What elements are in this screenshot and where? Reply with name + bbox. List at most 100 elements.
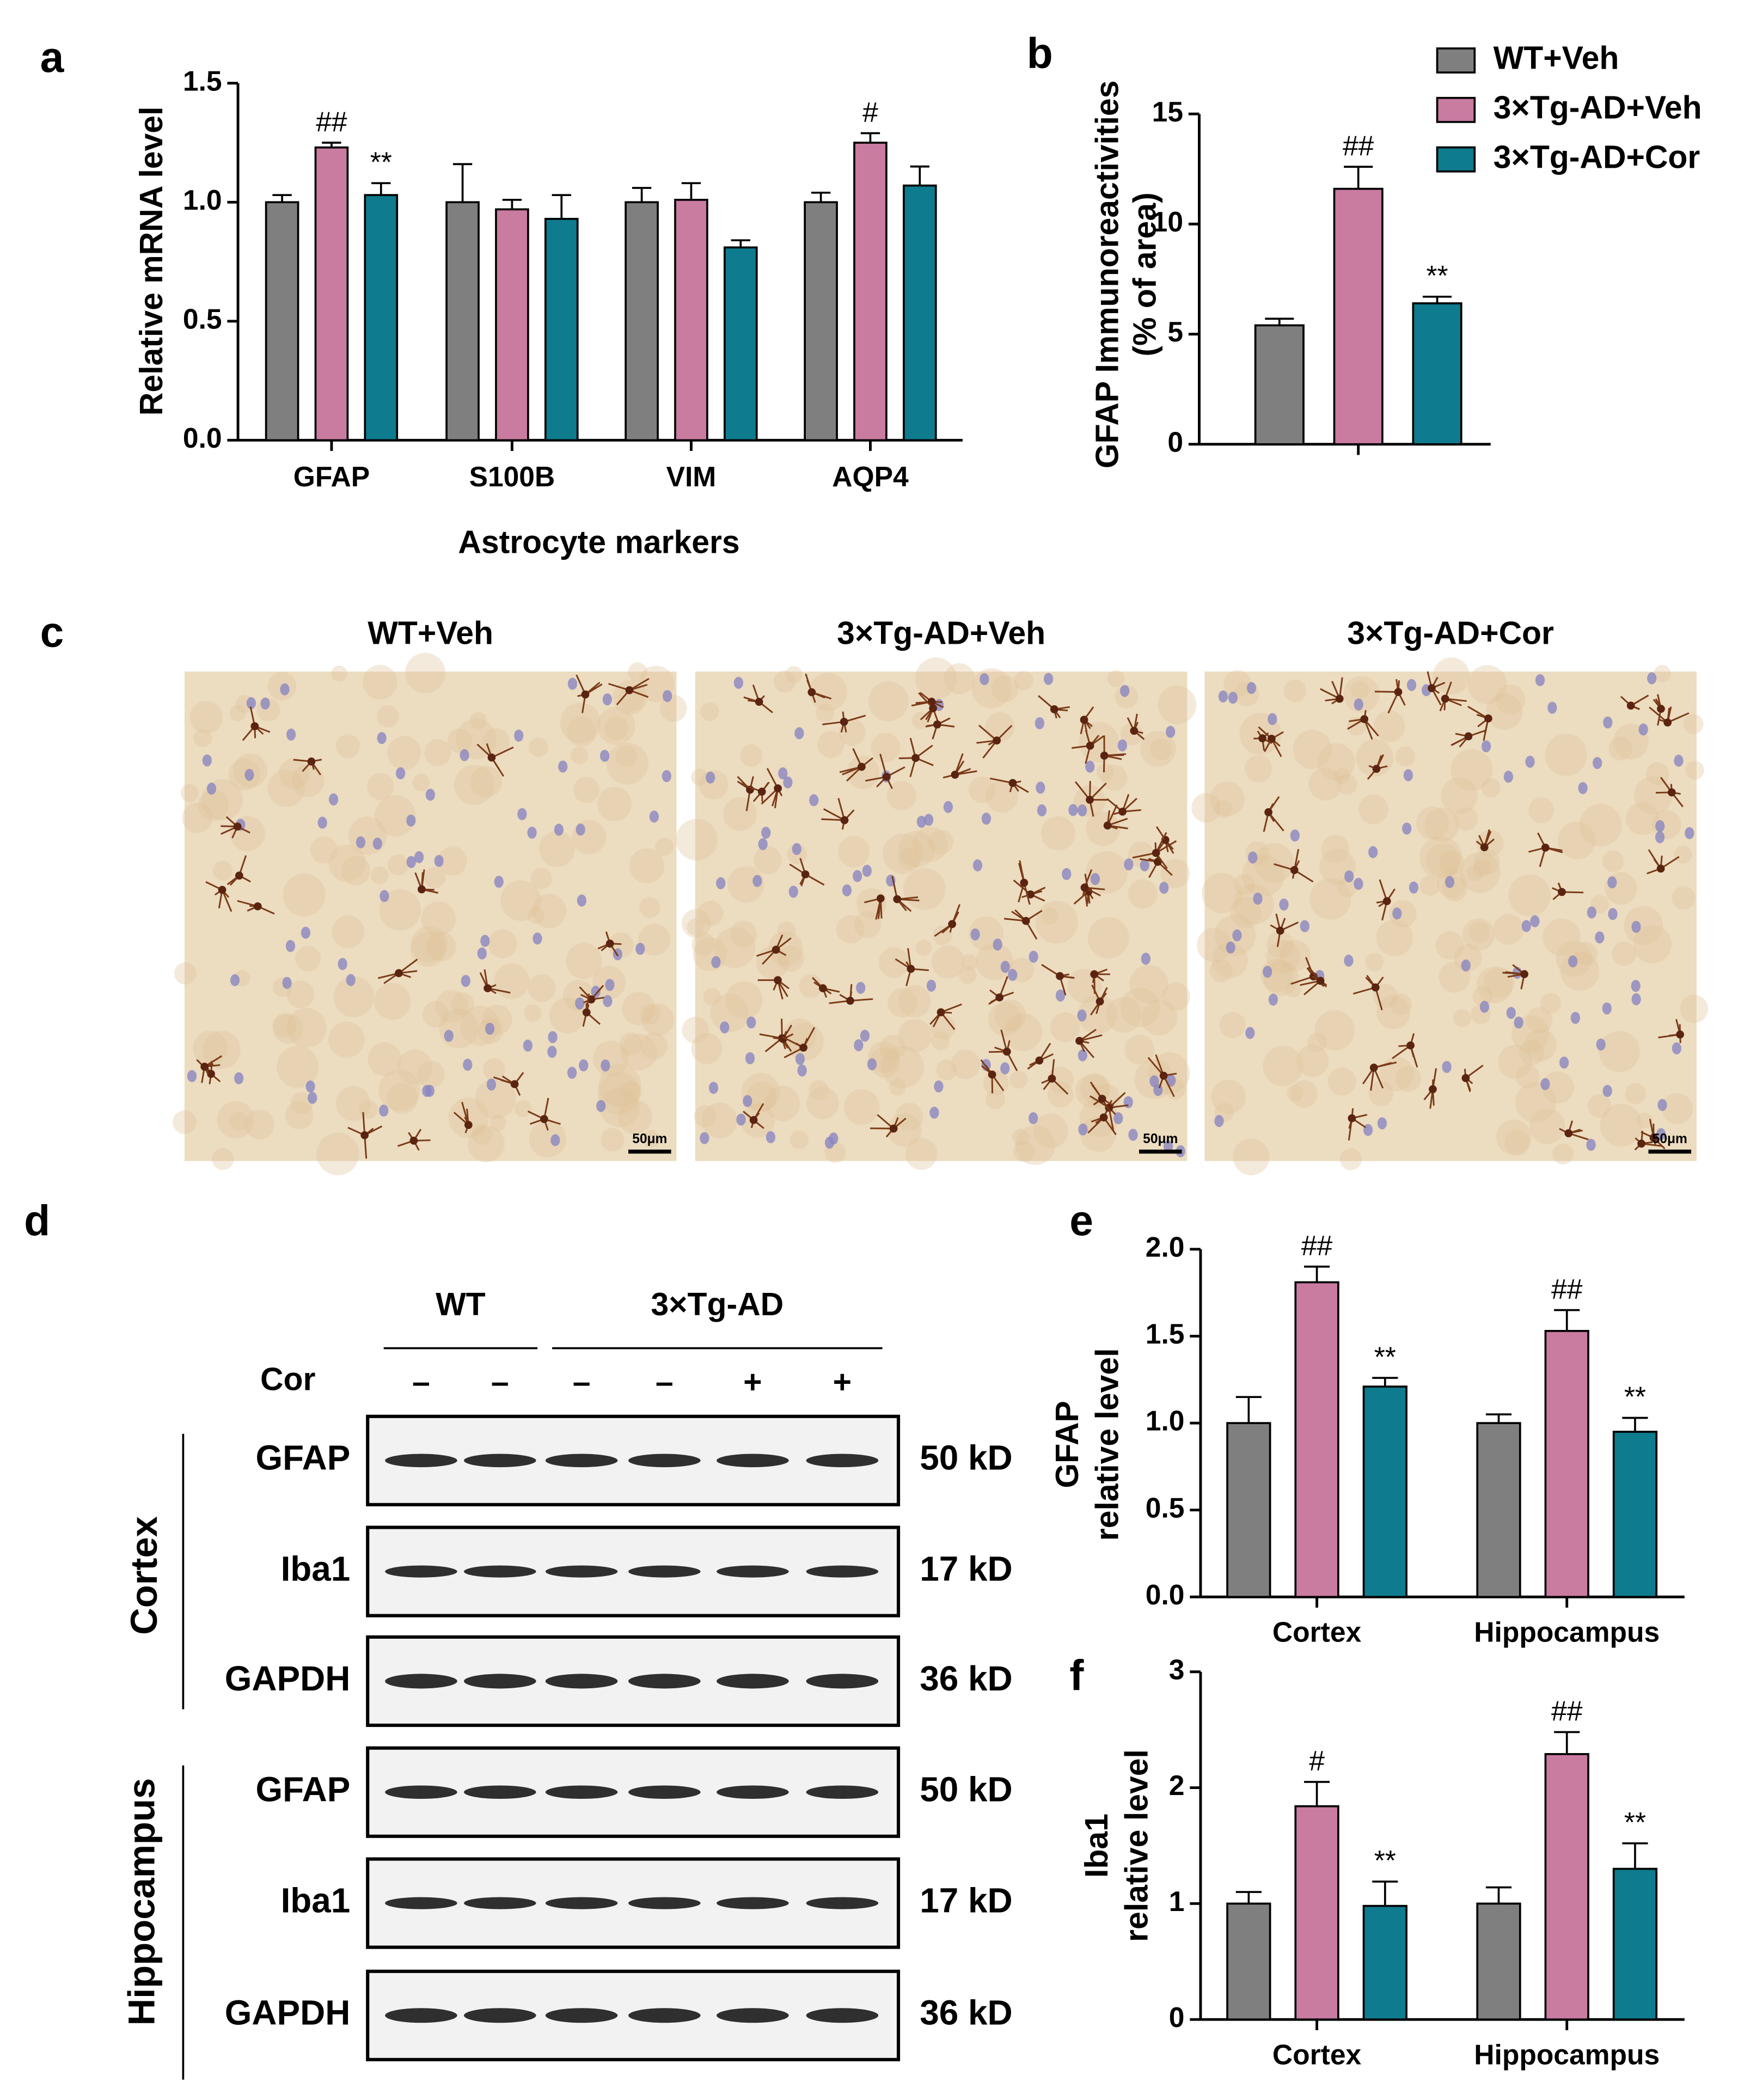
y-tick-label: 0 [1167,426,1183,457]
astrocyte [1026,890,1035,899]
nucleus [1085,760,1095,773]
blot-band [464,1565,536,1578]
nucleus [934,1080,944,1092]
tissue-fiber [1433,657,1470,695]
nucleus [1008,969,1018,981]
astrocyte [1086,741,1094,750]
astrocyte [1663,718,1672,727]
protein-label: Iba1 [281,1549,351,1588]
tissue-fiber [606,742,648,785]
bar [1226,1422,1271,1598]
tissue-fiber [887,781,916,811]
tissue-fiber [273,1013,303,1044]
nucleus [1363,1124,1373,1136]
blot-band [464,1785,536,1799]
tissue-fiber [682,1016,709,1043]
nucleus [1077,1009,1087,1022]
tissue-fiber [723,797,757,831]
nucleus [308,1091,317,1104]
nucleus [853,870,862,882]
astrocyte [395,969,403,978]
tissue-fiber [1085,851,1128,894]
scale-bar-label: 50μm [1143,1132,1178,1146]
astrocyte [757,787,766,796]
tissue-fiber [710,993,749,1033]
tissue-fiber [1552,1143,1574,1165]
y-tick-label: 0 [1169,2001,1185,2033]
bar [902,184,937,442]
astrocyte [1394,688,1403,697]
tissue-fiber [198,790,229,821]
tissue-fiber [1390,993,1412,1016]
tissue-fiber [1504,1130,1531,1156]
tissue-fiber [1379,1057,1414,1091]
tissue-fiber [1035,901,1078,944]
tissue-fiber [1389,900,1417,927]
nucleus [422,1085,432,1097]
tissue-fiber [1526,1007,1553,1034]
legend-label: 3×Tg-AD+Veh [1494,90,1702,125]
nucleus [328,793,339,805]
nucleus [1587,906,1596,919]
tissue-fiber [1309,878,1351,920]
nucleus [605,979,615,991]
astrocyte [1118,807,1127,816]
nucleus [1159,882,1169,894]
tissue-fiber [1078,995,1117,1035]
astrocyte [233,822,242,831]
bar [674,199,708,442]
mw-label: 36 kD [920,1659,1012,1698]
tissue-fiber [456,718,497,760]
astrocyte [876,894,885,903]
tissue-fiber [928,829,953,854]
x-tick-label: Hippocampus [1474,2039,1660,2071]
significance-label: ** [1624,1806,1646,1838]
astrocyte [933,720,941,729]
nucleus [1442,1061,1452,1073]
x-tick-label: Hippocampus [1474,1616,1660,1648]
nucleus [1354,877,1363,890]
tissue-fiber [1290,1080,1318,1108]
nucleus [1140,859,1149,871]
nucleus [317,816,327,829]
nucleus [1607,876,1617,889]
astrocyte [484,984,492,992]
tissue-fiber [193,729,212,748]
tissue-fiber [1508,874,1551,917]
nucleus [716,877,726,889]
mw-label: 17 kD [920,1549,1012,1588]
blot-band [545,1454,618,1468]
tissue-fiber [1672,886,1696,910]
nucleus [1603,716,1613,729]
tissue-fiber [988,1002,1023,1036]
tissue-fiber [700,702,719,721]
tissue-fiber [454,765,494,805]
nucleus [533,932,542,945]
astrocyte [1130,727,1139,735]
tissue-fiber [1296,1045,1329,1077]
tissue-fiber [951,1049,981,1079]
tissue-fiber [438,846,467,876]
astrocyte [846,997,854,1005]
tissue-fiber [741,1103,775,1138]
nucleus [860,1029,870,1042]
tissue-fiber [1365,953,1384,972]
legend-swatch [1436,146,1476,173]
bar [1476,1902,1521,2020]
nucleus [576,823,585,836]
nucleus [706,771,715,784]
tissue-fiber [619,685,645,712]
tissue-fiber [1625,1083,1647,1104]
blot-band [385,1565,457,1578]
astrocyte [1264,808,1272,816]
nucleus [1595,931,1605,944]
nucleus [1113,1112,1123,1125]
nucleus [1344,870,1354,883]
nucleus [1000,1062,1010,1075]
nucleus [708,1082,719,1094]
tissue-fiber [1201,872,1242,913]
tissue-fiber [1474,848,1500,875]
y-tick-label: 1 [1169,1885,1185,1917]
tissue-fiber [1376,919,1413,956]
nucleus [301,926,310,939]
